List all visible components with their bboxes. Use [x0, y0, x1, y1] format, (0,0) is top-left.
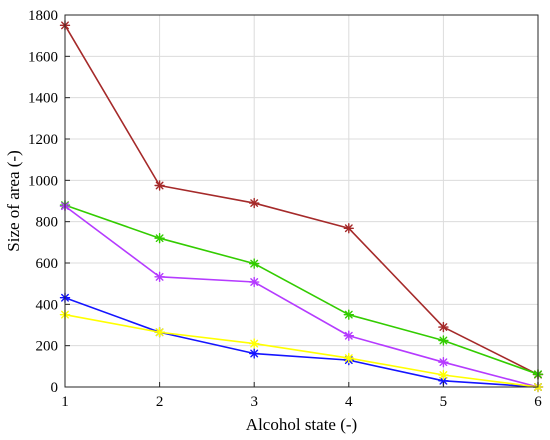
data-point-marker: [343, 223, 354, 234]
y-tick-label: 800: [36, 215, 59, 231]
series-line: [64, 24, 539, 376]
data-point-marker: [438, 321, 449, 333]
data-point-marker: [154, 327, 165, 338]
y-tick-label: 1600: [28, 49, 58, 65]
y-tick-label: 1800: [28, 8, 58, 24]
plot-area-frame: [64, 14, 539, 388]
y-axis-title: Size of area (-): [4, 150, 23, 251]
series-line: [64, 205, 539, 388]
series-line: [64, 204, 539, 375]
x-axis-title: Alcohol state (-): [246, 415, 357, 434]
data-point-marker: [248, 348, 260, 359]
series-line: [64, 296, 539, 388]
data-point-marker: [343, 352, 354, 364]
data-point-marker: [154, 271, 165, 283]
data-point-marker: [154, 180, 165, 191]
x-tick-label: 6: [534, 394, 542, 410]
data-point-marker: [343, 309, 354, 320]
series-3: [59, 200, 544, 393]
y-axis-ticks: 0 200 400 600 800 1000 1200 1400 1600 1800: [28, 8, 70, 396]
x-tick-label: 1: [61, 394, 69, 410]
x-axis-ticks: 1 2 3 4 5 6: [61, 382, 542, 410]
series-1: [59, 20, 544, 380]
data-point-marker: [248, 197, 260, 209]
series-group: [59, 20, 544, 393]
grid-lines: [65, 15, 538, 387]
data-point-marker: [438, 369, 449, 381]
series-line: [64, 313, 539, 388]
data-point-marker: [248, 276, 260, 288]
y-tick-label: 1200: [28, 132, 58, 148]
x-tick-label: 5: [440, 394, 448, 410]
data-point-marker: [343, 330, 354, 341]
y-tick-label: 1000: [28, 173, 58, 189]
x-tick-label: 2: [156, 394, 164, 410]
data-point-marker: [438, 335, 449, 346]
y-tick-label: 400: [36, 297, 59, 313]
data-point-marker: [248, 338, 260, 349]
y-tick-label: 1400: [28, 91, 58, 107]
y-tick-label: 0: [51, 380, 59, 396]
x-tick-label: 4: [345, 394, 353, 410]
data-point-marker: [438, 357, 449, 368]
x-tick-label: 3: [250, 394, 258, 410]
data-point-marker: [154, 232, 165, 244]
data-point-marker: [248, 258, 260, 269]
series-2: [59, 199, 544, 380]
y-tick-label: 200: [36, 339, 59, 355]
y-tick-label: 600: [36, 256, 59, 272]
